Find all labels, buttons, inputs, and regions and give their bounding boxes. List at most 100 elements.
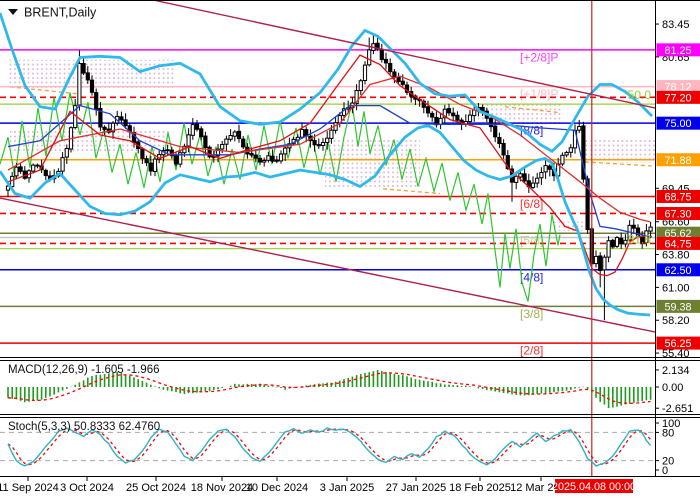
orange-dashed-line [9, 86, 79, 95]
candle-body [396, 77, 401, 82]
main-plot-area[interactable]: [+2/8]P[+1/8]P[8/8][6/8][5/8][4/8][3/8][… [0, 0, 655, 358]
candle [560, 152, 565, 167]
candle-body [190, 124, 195, 136]
candle [85, 66, 90, 84]
price-axis[interactable]: 83.4580.6569.4566.6063.8061.0058.2055.40… [655, 19, 700, 477]
candle-body [320, 142, 326, 146]
candle-body [224, 138, 229, 145]
price-badge-label: 64.75 [664, 238, 691, 250]
murrey-level-label: [3/8] [520, 307, 543, 321]
candle [224, 135, 229, 152]
candle-body [547, 165, 552, 170]
fibo-level-label: 61.8 [628, 233, 652, 247]
price-badge [656, 336, 700, 350]
candle [236, 124, 242, 143]
orange-dashed-line [504, 106, 561, 114]
candle-body [186, 134, 191, 147]
price-badge [656, 206, 700, 220]
candle-body [497, 136, 502, 144]
candle [253, 151, 258, 163]
current-date-badge-label: 2025.04.08 00:00 [552, 481, 636, 493]
candle-body [266, 155, 271, 161]
candle [367, 37, 372, 67]
candle-body [18, 166, 23, 172]
price-badge [656, 43, 700, 57]
candle [463, 114, 468, 127]
candle [404, 81, 410, 96]
time-axis-label: 18 Nov 2024 [191, 482, 253, 494]
candle [152, 156, 158, 177]
time-axis-label: 25 Oct 2024 [126, 482, 186, 494]
candle [148, 155, 153, 176]
candle-body [14, 166, 19, 177]
candle-body [232, 131, 237, 137]
candle-body [220, 143, 225, 150]
stoch-scale-label: 20 [662, 456, 674, 468]
time-axis-label: 18 Feb 2025 [449, 482, 511, 494]
candle-body [89, 79, 95, 93]
candle-body [488, 117, 494, 128]
candle-body [236, 130, 242, 140]
candle-body [358, 80, 363, 92]
candle [203, 131, 208, 155]
price-axis-label: 63.80 [662, 250, 690, 262]
candle-body [539, 172, 544, 179]
candle [94, 88, 99, 116]
panel-frame [0, 0, 700, 477]
candle-body [64, 147, 69, 158]
candle-body [564, 151, 569, 156]
candle-body [354, 90, 359, 104]
candle-body [270, 155, 275, 162]
slow-red-ma-line [7, 75, 651, 223]
candle [89, 75, 95, 96]
macd-panel[interactable] [7, 370, 652, 409]
candle [22, 166, 27, 180]
symbol-dropdown-icon[interactable] [8, 9, 18, 15]
candle-body [249, 153, 254, 156]
price-badge [656, 116, 700, 130]
candle [144, 155, 149, 167]
fast-red-ma-line [7, 54, 649, 277]
upper-band-line [0, 12, 653, 154]
murrey-level-label: [+1/8]P [520, 87, 558, 101]
candle-body [152, 158, 158, 172]
stoch-panel[interactable] [0, 427, 655, 467]
time-axis-label: 3 Jan 2025 [320, 482, 374, 494]
candle-body [602, 256, 607, 271]
candle [140, 147, 145, 164]
candle [396, 72, 401, 84]
candle-body [35, 164, 40, 167]
price-badge [656, 226, 700, 240]
candle-body [631, 224, 636, 229]
time-axis-label: 10 Dec 2024 [246, 482, 308, 494]
candle [430, 111, 435, 122]
murrey-level-label: [6/8] [520, 197, 543, 211]
candle [190, 118, 195, 140]
time-axis-label: 27 Jan 2025 [386, 482, 447, 494]
candle-body [165, 149, 170, 152]
candle-body [199, 128, 204, 138]
candle [438, 113, 443, 130]
price-badge-label: 67.30 [664, 208, 691, 220]
symbol-label: BRENT,Daily [24, 6, 97, 20]
candle-body [518, 173, 523, 178]
price-axis-label: 58.20 [662, 315, 690, 327]
time-axis-label: 3 Oct 2024 [60, 482, 114, 494]
price-badge [656, 263, 700, 277]
time-axis[interactable]: 11 Sep 2024 3 Oct 2024 25 Oct 2024 18 Nov 2… [0, 477, 636, 494]
candle-body [430, 112, 435, 118]
candle [568, 144, 573, 158]
candle [535, 172, 540, 188]
candle-body [598, 255, 603, 272]
candle-body [194, 123, 200, 130]
price-badge [656, 189, 700, 203]
candle [106, 122, 111, 135]
symbol-header[interactable]: BRENT,Daily [8, 6, 97, 20]
candle-body [119, 116, 124, 121]
candle-body [102, 126, 107, 130]
candle-body [173, 154, 179, 165]
candle-body [5, 185, 11, 191]
ichimoku-cloud-patch [585, 139, 655, 164]
candle [115, 110, 120, 126]
candle [648, 221, 653, 239]
